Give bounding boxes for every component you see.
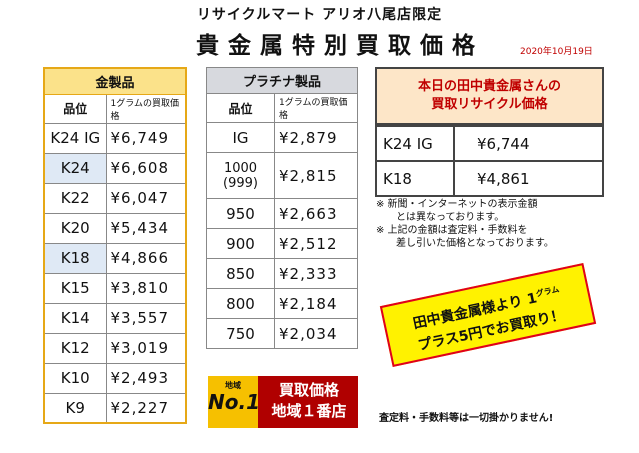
gold-price: ¥3,557 — [105, 302, 187, 334]
tanaka-price-table: K24 IG ¥6,744 K18 ¥4,861 — [375, 125, 604, 197]
badge-text: 買取価格 地域１番店 — [262, 380, 356, 422]
table-row: K22 ¥6,047 — [43, 182, 187, 214]
tanaka-title-line2: 買取リサイクル価格 — [431, 97, 548, 112]
badge-rank: 地域 No.1 — [208, 376, 260, 428]
table-row: 900 ¥2,512 — [206, 228, 358, 259]
gold-grade: K24 IG — [43, 122, 107, 154]
footer-note: 査定料・手数料等は一切掛かりません! — [379, 413, 554, 424]
table-row: K10 ¥2,493 — [43, 362, 187, 394]
gold-grade: K22 — [43, 182, 107, 214]
table-row: 1000 (999) ¥2,815 — [206, 152, 358, 199]
badge-number: No.1 — [208, 390, 260, 414]
gold-grade: K9 — [43, 392, 107, 424]
platinum-price: ¥2,663 — [274, 198, 358, 229]
badge-line2: 地域１番店 — [271, 402, 347, 420]
notes: ※ 新聞・インターネットの表示金額 とは異なっております。 ※ 上記の金額は査定… — [376, 198, 606, 250]
gold-grade: K14 — [43, 302, 107, 334]
note-line: とは異なっております。 — [396, 212, 505, 223]
note-line: ※ 新聞・インターネットの表示金額 — [376, 199, 538, 210]
platinum-price: ¥2,815 — [274, 152, 358, 199]
platinum-price: ¥2,879 — [274, 122, 358, 153]
gold-grade: K20 — [43, 212, 107, 244]
tanaka-grade: K24 IG — [375, 125, 455, 162]
gold-grade: K12 — [43, 332, 107, 364]
gold-price: ¥5,434 — [105, 212, 187, 244]
table-row: K24 ¥6,608 — [43, 152, 187, 184]
table-row: K20 ¥5,434 — [43, 212, 187, 244]
table-row: 850 ¥2,333 — [206, 258, 358, 289]
gold-price: ¥2,227 — [105, 392, 187, 424]
gold-price: ¥6,608 — [105, 152, 187, 184]
tanaka-header: 本日の田中貴金属さんの 買取リサイクル価格 — [375, 67, 604, 125]
store-name: リサイクルマート アリオ八尾店限定 — [196, 7, 443, 23]
tanaka-price: ¥6,744 — [453, 125, 604, 162]
badge-small-label: 地域 — [225, 381, 241, 390]
table-row: 950 ¥2,663 — [206, 198, 358, 229]
platinum-grade: 850 — [206, 258, 275, 289]
page-title: 貴金属特別買取価格 — [196, 32, 484, 59]
gold-price: ¥6,749 — [105, 122, 187, 154]
gold-grade: K15 — [43, 272, 107, 304]
table-row: K24 IG ¥6,749 — [43, 122, 187, 154]
platinum-grade-alt: (999) — [223, 175, 258, 191]
platinum-grade: 750 — [206, 318, 275, 349]
gold-price: ¥3,810 — [105, 272, 187, 304]
note-line: ※ 上記の金額は査定料・手数料を — [376, 225, 528, 236]
note-line: 差し引いた価格となっております。 — [396, 238, 554, 249]
gold-price: ¥6,047 — [105, 182, 187, 214]
platinum-grade: 800 — [206, 288, 275, 319]
platinum-price: ¥2,034 — [274, 318, 358, 349]
table-row: K18 ¥4,861 — [375, 160, 604, 197]
platinum-grade: 1000 (999) — [206, 152, 275, 199]
gold-price: ¥4,866 — [105, 242, 187, 274]
gold-price: ¥2,493 — [105, 362, 187, 394]
gold-price: ¥3,019 — [105, 332, 187, 364]
platinum-grade: 900 — [206, 228, 275, 259]
gold-col-grade: 品位 — [43, 93, 107, 124]
gold-price-table: 金製品 品位 1グラムの買取価格 K24 IG ¥6,749 K24 ¥6,608 K… — [43, 67, 187, 424]
badge-line1: 買取価格 — [278, 381, 339, 399]
gold-grade: K24 — [43, 152, 107, 184]
date-label: 2020年10月19日 — [520, 47, 593, 57]
table-row: K24 IG ¥6,744 — [375, 125, 604, 162]
table-row: K15 ¥3,810 — [43, 272, 187, 304]
table-row: IG ¥2,879 — [206, 122, 358, 153]
platinum-price-table: プラチナ製品 品位 1グラムの買取価格 IG ¥2,879 1000 (999) ¥2,… — [206, 67, 358, 349]
gold-grade: K18 — [43, 242, 107, 274]
platinum-grade: 950 — [206, 198, 275, 229]
table-row: K18 ¥4,866 — [43, 242, 187, 274]
promo-sticker: 田中貴金属様より 1グラム プラス5円でお買取り！ — [379, 263, 597, 367]
tanaka-price: ¥4,861 — [453, 160, 604, 197]
platinum-price: ¥2,184 — [274, 288, 358, 319]
platinum-grade-main: 1000 — [223, 160, 258, 176]
platinum-col-price: 1グラムの買取価格 — [274, 93, 358, 123]
platinum-price: ¥2,512 — [274, 228, 358, 259]
table-row: K14 ¥3,557 — [43, 302, 187, 334]
platinum-price: ¥2,333 — [274, 258, 358, 289]
gold-grade: K10 — [43, 362, 107, 394]
table-row: K12 ¥3,019 — [43, 332, 187, 364]
table-row: 800 ¥2,184 — [206, 288, 358, 319]
platinum-table-title: プラチナ製品 — [206, 67, 358, 94]
gold-table-title: 金製品 — [43, 67, 187, 95]
platinum-grade: IG — [206, 122, 275, 153]
promo-unit: グラム — [535, 284, 561, 299]
platinum-col-grade: 品位 — [206, 93, 275, 123]
table-row: 750 ¥2,034 — [206, 318, 358, 349]
gold-col-price: 1グラムの買取価格 — [105, 93, 187, 124]
tanaka-title-line1: 本日の田中貴金属さんの — [417, 79, 561, 94]
no1-badge: 地域 No.1 買取価格 地域１番店 — [208, 376, 358, 428]
tanaka-grade: K18 — [375, 160, 455, 197]
table-row: K9 ¥2,227 — [43, 392, 187, 424]
